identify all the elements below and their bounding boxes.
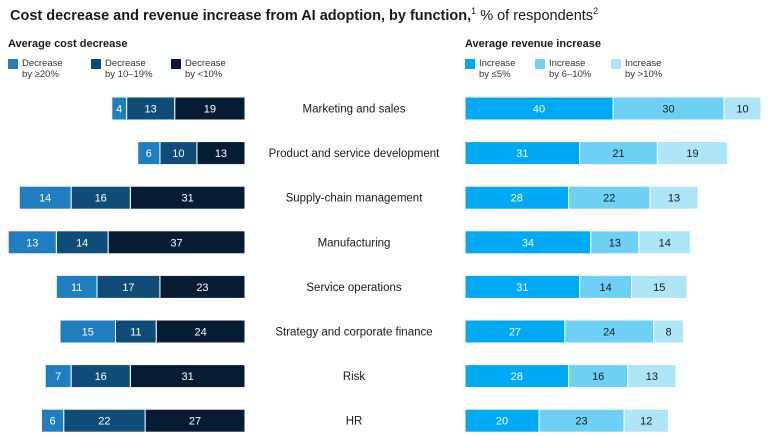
cost-bar-label-marketing-and-sales-s2: 19 bbox=[204, 104, 216, 116]
revenue-bar-label-risk-s0: 28 bbox=[511, 371, 523, 383]
title-main-footnote: 1 bbox=[471, 6, 477, 16]
cost-bar-label-manufacturing-s1: 14 bbox=[76, 237, 88, 249]
revenue-panel-title: Average revenue increase bbox=[465, 38, 601, 50]
revenue-bar-label-hr-s2: 12 bbox=[640, 416, 652, 428]
cost-bar-label-product-and-service-development-s1: 10 bbox=[172, 148, 184, 160]
cost-bar-label-supply-chain-management-s2: 31 bbox=[182, 193, 194, 205]
revenue-bar-label-supply-chain-management-s2: 13 bbox=[668, 193, 680, 205]
cost-bar-hr-s0 bbox=[41, 408, 65, 433]
category-label-hr: HR bbox=[346, 416, 363, 428]
cost-bar-label-marketing-and-sales-s1: 13 bbox=[145, 104, 157, 116]
revenue-bar-label-strategy-and-corporate-finance-s1: 24 bbox=[603, 327, 615, 339]
revenue-bar-hr-s2 bbox=[623, 408, 669, 433]
revenue-bar-product-and-service-development-s2 bbox=[656, 141, 729, 166]
legend-label-cost-lt10: Decrease by <10% bbox=[185, 58, 226, 80]
cost-bar-label-strategy-and-corporate-finance-s0: 15 bbox=[82, 327, 94, 339]
revenue-bar-label-product-and-service-development-s0: 31 bbox=[516, 148, 528, 160]
cost-bar-label-strategy-and-corporate-finance-s2: 24 bbox=[194, 327, 206, 339]
cost-bar-label-risk-s0: 7 bbox=[55, 371, 61, 383]
revenue-bar-label-supply-chain-management-s1: 22 bbox=[603, 193, 615, 205]
cost-bar-product-and-service-development-s0 bbox=[137, 141, 161, 166]
title-sub-footnote: 2 bbox=[593, 6, 599, 16]
revenue-bar-label-strategy-and-corporate-finance-s0: 27 bbox=[509, 327, 521, 339]
cost-bar-label-service-operations-s2: 23 bbox=[196, 282, 208, 294]
cost-bar-label-product-and-service-development-s2: 13 bbox=[215, 148, 227, 160]
category-label-marketing-and-sales: Marketing and sales bbox=[303, 104, 406, 116]
cost-bar-manufacturing-s0 bbox=[7, 230, 57, 255]
cost-bar-supply-chain-management-s0 bbox=[18, 185, 72, 210]
category-label-supply-chain-management: Supply-chain management bbox=[286, 193, 424, 205]
legend-swatch-cost-10-19 bbox=[91, 59, 101, 69]
revenue-bar-service-operations-s2 bbox=[631, 274, 688, 299]
revenue-bar-label-strategy-and-corporate-finance-s2: 8 bbox=[665, 327, 671, 339]
cost-bar-label-hr-s1: 22 bbox=[98, 416, 110, 428]
cost-bar-service-operations-s0 bbox=[55, 274, 98, 299]
legend-label-cost-ge20: Decrease by ≥20% bbox=[22, 58, 63, 80]
category-label-product-and-service-development: Product and service development bbox=[269, 148, 440, 160]
legend-label-rev-le5: Increase by ≤5% bbox=[479, 58, 516, 80]
cost-bar-risk-s0 bbox=[44, 364, 72, 389]
revenue-bar-label-product-and-service-development-s2: 19 bbox=[686, 148, 698, 160]
revenue-bar-label-marketing-and-sales-s0: 40 bbox=[533, 104, 545, 116]
legend-swatch-cost-ge20 bbox=[8, 59, 18, 69]
legend-swatch-rev-le5 bbox=[465, 59, 475, 69]
revenue-bar-label-service-operations-s1: 14 bbox=[599, 282, 611, 294]
legend-label-rev-gt10: Increase by >10% bbox=[625, 58, 663, 80]
revenue-bar-label-risk-s1: 16 bbox=[592, 371, 604, 383]
cost-bar-label-hr-s2: 27 bbox=[189, 416, 201, 428]
title-sub: % of respondents bbox=[476, 7, 594, 24]
revenue-bar-risk-s2 bbox=[627, 364, 677, 389]
revenue-bar-label-hr-s0: 20 bbox=[496, 416, 508, 428]
cost-bar-label-supply-chain-management-s1: 16 bbox=[95, 193, 107, 205]
cost-bar-label-hr-s0: 6 bbox=[50, 416, 56, 428]
legend-swatch-rev-gt10 bbox=[611, 59, 621, 69]
revenue-bar-label-manufacturing-s2: 14 bbox=[659, 237, 671, 249]
revenue-bar-manufacturing-s2 bbox=[638, 230, 692, 255]
revenue-bar-label-service-operations-s0: 31 bbox=[516, 282, 528, 294]
revenue-bar-label-product-and-service-development-s1: 21 bbox=[612, 148, 624, 160]
cost-bar-label-service-operations-s0: 11 bbox=[71, 282, 82, 294]
cost-bar-label-manufacturing-s2: 37 bbox=[170, 237, 182, 249]
cost-bar-strategy-and-corporate-finance-s0 bbox=[59, 319, 116, 344]
revenue-bar-label-hr-s1: 23 bbox=[575, 416, 587, 428]
cost-bar-label-product-and-service-development-s0: 6 bbox=[146, 148, 152, 160]
legend-label-rev-6-10: Increase by 6–10% bbox=[549, 58, 592, 80]
cost-bar-label-service-operations-s1: 17 bbox=[122, 282, 134, 294]
category-label-manufacturing: Manufacturing bbox=[318, 237, 391, 249]
cost-panel-title: Average cost decrease bbox=[8, 38, 128, 50]
revenue-bar-label-service-operations-s2: 15 bbox=[653, 282, 665, 294]
legend-swatch-rev-6-10 bbox=[535, 59, 545, 69]
cost-bar-label-marketing-and-sales-s0: 4 bbox=[116, 104, 122, 116]
cost-bar-label-risk-s2: 31 bbox=[182, 371, 194, 383]
revenue-bar-marketing-and-sales-s2 bbox=[723, 96, 762, 121]
revenue-bar-label-marketing-and-sales-s1: 30 bbox=[662, 104, 674, 116]
category-label-risk: Risk bbox=[343, 371, 366, 383]
revenue-bar-supply-chain-management-s2 bbox=[649, 185, 699, 210]
title-main: Cost decrease and revenue increase from … bbox=[10, 7, 472, 24]
revenue-bar-label-marketing-and-sales-s2: 10 bbox=[736, 104, 748, 116]
cost-bar-marketing-and-sales-s0 bbox=[111, 96, 128, 121]
revenue-bar-label-manufacturing-s0: 34 bbox=[522, 237, 534, 249]
legend-label-cost-10-19: Decrease by 10–19% bbox=[105, 58, 153, 80]
revenue-bar-label-supply-chain-management-s0: 28 bbox=[511, 193, 523, 205]
revenue-bar-label-manufacturing-s1: 13 bbox=[609, 237, 621, 249]
category-label-strategy-and-corporate-finance: Strategy and corporate finance bbox=[275, 327, 432, 339]
cost-bar-label-supply-chain-management-s0: 14 bbox=[39, 193, 51, 205]
cost-bar-label-risk-s1: 16 bbox=[95, 371, 107, 383]
cost-bar-label-strategy-and-corporate-finance-s1: 11 bbox=[130, 327, 141, 339]
cost-bar-label-manufacturing-s0: 13 bbox=[26, 237, 38, 249]
chart-title: Cost decrease and revenue increase from … bbox=[10, 6, 598, 24]
category-label-service-operations: Service operations bbox=[306, 282, 401, 294]
legend-swatch-cost-lt10 bbox=[171, 59, 181, 69]
revenue-bar-label-risk-s2: 13 bbox=[646, 371, 658, 383]
revenue-bar-strategy-and-corporate-finance-s2 bbox=[653, 319, 684, 344]
